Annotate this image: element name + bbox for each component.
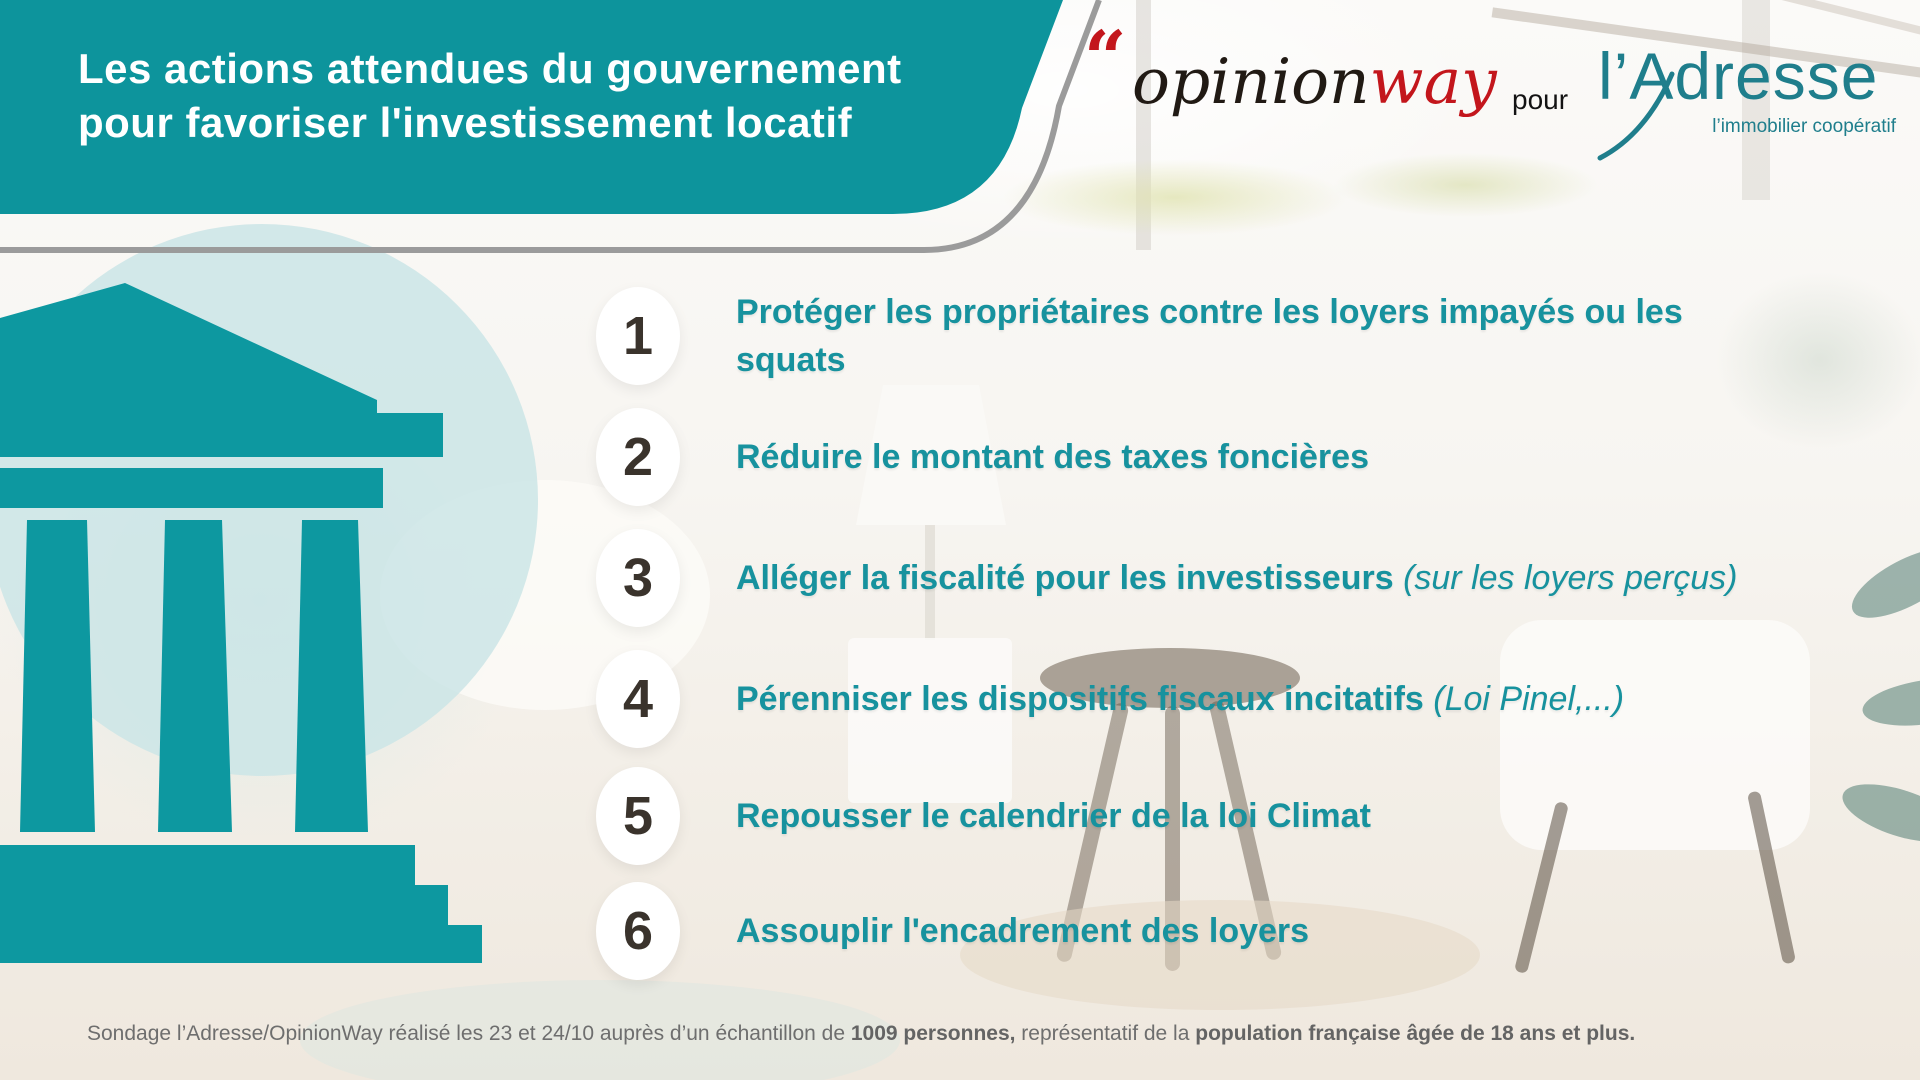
building-pediment xyxy=(0,283,443,457)
list-item: 5 Repousser le calendrier de la loi Clim… xyxy=(596,767,1886,865)
item-number-badge: 5 xyxy=(596,767,680,865)
page-title-line2: pour favoriser l'investissement locatif xyxy=(78,99,853,146)
item-number: 1 xyxy=(622,306,654,366)
page-title-line1: Les actions attendues du gouvernement xyxy=(78,45,902,92)
building-column xyxy=(295,520,368,832)
item-text: Repousser le calendrier de la loi Climat xyxy=(736,797,1371,835)
ladresse-tagline: l’immobilier coopératif xyxy=(1712,116,1896,137)
list-item: 3 Alléger la fiscalité pour les investis… xyxy=(596,529,1886,627)
page-title: Les actions attendues du gouvernement po… xyxy=(78,42,902,150)
building-entablature xyxy=(0,468,383,508)
item-number-badge: 4 xyxy=(596,650,680,748)
list-item: 2 Réduire le montant des taxes foncières xyxy=(596,408,1886,506)
separator-line xyxy=(0,0,1102,253)
item-number: 6 xyxy=(622,901,654,961)
item-text: Réduire le montant des taxes foncières xyxy=(736,438,1369,476)
item-number: 2 xyxy=(622,427,654,487)
list-item: 4 Pérenniser les dispositifs fiscaux inc… xyxy=(596,650,1886,748)
title-banner xyxy=(0,0,1063,214)
pour-label: pour xyxy=(1512,84,1569,115)
item-text: Protéger les propriétaires contre les lo… xyxy=(736,293,1683,379)
building-base xyxy=(0,845,415,963)
foliage-blur xyxy=(1300,145,1630,225)
item-text: Alléger la fiscalité pour les investisse… xyxy=(736,559,1738,597)
item-number-badge: 6 xyxy=(596,882,680,980)
title-banner-shape xyxy=(0,0,1102,253)
government-building-icon xyxy=(0,224,538,963)
list-item: 6 Assouplir l'encadrement des loyers xyxy=(596,882,1886,980)
opinionway-logo-opinion: opinion xyxy=(1132,45,1370,118)
ladresse-swoosh-icon xyxy=(1597,71,1675,161)
building-base-step xyxy=(415,885,448,963)
building-column xyxy=(20,520,95,832)
building-column xyxy=(158,520,232,832)
item-text: Pérenniser les dispositifs fiscaux incit… xyxy=(736,680,1625,718)
building-base-step xyxy=(448,925,482,963)
list-item: 1 Protéger les propriétaires contre les … xyxy=(596,287,1886,385)
item-number-badge: 3 xyxy=(596,529,680,627)
opinionway-logo-way: way xyxy=(1369,45,1497,118)
item-number: 5 xyxy=(622,786,654,846)
item-number-badge: 2 xyxy=(596,408,680,506)
item-number: 4 xyxy=(622,669,654,729)
ladresse-logo: l’Adresse xyxy=(1598,39,1879,113)
quote-mark-icon: “ xyxy=(1084,16,1127,102)
opinionway-logo: opinionway xyxy=(1132,44,1497,120)
item-number-badge: 1 xyxy=(596,287,680,385)
methodology-note: Sondage l’Adresse/OpinionWay réalisé les… xyxy=(87,1022,1636,1045)
item-number: 3 xyxy=(622,548,654,608)
item-text: Assouplir l'encadrement des loyers xyxy=(736,912,1310,950)
